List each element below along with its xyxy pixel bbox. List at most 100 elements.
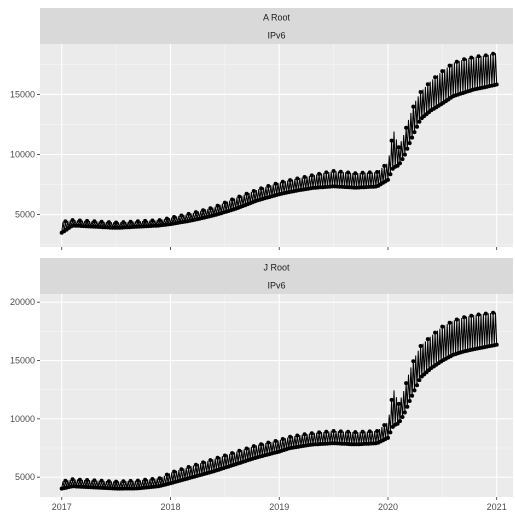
data-point: [259, 186, 264, 191]
data-point: [494, 342, 499, 347]
data-point: [77, 218, 82, 223]
data-point: [244, 446, 249, 451]
data-point: [222, 453, 227, 458]
data-point: [476, 54, 481, 59]
y-tick-label: 10000: [10, 414, 35, 424]
data-point: [302, 175, 307, 179]
strip-top-label: J Root: [263, 263, 290, 273]
data-point: [201, 460, 206, 465]
data-point: [244, 191, 249, 196]
data-point: [106, 479, 111, 484]
data-point: [389, 397, 394, 402]
strip-top-background: [40, 258, 513, 276]
data-point: [70, 477, 75, 482]
data-point: [469, 55, 474, 60]
data-point: [331, 429, 336, 433]
data-point: [388, 172, 393, 177]
data-point: [164, 472, 169, 477]
data-point: [353, 430, 358, 435]
data-point: [106, 220, 111, 225]
data-point: [395, 163, 400, 168]
data-point: [295, 433, 300, 438]
data-point: [398, 161, 402, 166]
data-point: [157, 218, 162, 223]
data-point: [367, 429, 372, 434]
data-point: [395, 421, 400, 426]
data-point: [418, 90, 423, 94]
strip-top-background: [40, 8, 513, 26]
data-point: [375, 429, 380, 433]
x-axis: [61, 247, 498, 250]
data-point: [186, 211, 191, 216]
data-point: [179, 213, 184, 218]
data-point: [63, 478, 68, 483]
data-point: [309, 173, 314, 178]
data-point: [331, 169, 336, 173]
data-point: [407, 141, 412, 146]
y-tick-label: 15000: [10, 356, 35, 366]
data-point: [288, 434, 293, 439]
x-tick-label: 2021: [487, 502, 507, 512]
data-point: [447, 63, 452, 68]
data-point: [411, 104, 416, 109]
data-point: [410, 393, 415, 398]
data-point: [405, 404, 410, 409]
data-point: [447, 320, 452, 325]
data-point: [462, 57, 467, 62]
data-point: [201, 208, 206, 213]
data-point: [367, 170, 372, 175]
data-point: [462, 315, 467, 320]
x-axis: 2017 2018 2019 2020 2021: [52, 497, 507, 512]
data-point: [230, 451, 235, 456]
x-tick-label: 2017: [52, 502, 72, 512]
data-point: [324, 429, 329, 434]
data-point: [382, 163, 387, 168]
data-point: [483, 53, 488, 58]
data-point: [259, 442, 264, 447]
data-point: [128, 478, 133, 483]
data-point: [415, 124, 419, 129]
data-point: [353, 171, 358, 176]
y-axis: 5000 10000 15000 20000: [10, 297, 40, 482]
strip-bottom-label: IPv6: [267, 281, 285, 291]
data-point: [215, 455, 220, 460]
y-axis: 5000 10000 15000: [10, 89, 40, 220]
data-point: [398, 419, 402, 424]
data-point: [386, 177, 390, 182]
plot-background: [40, 294, 513, 497]
data-point: [494, 82, 499, 87]
data-point: [360, 429, 365, 434]
y-tick-label: 5000: [15, 210, 35, 220]
strip-bottom-background: [40, 26, 513, 44]
data-point: [92, 478, 97, 483]
data-point: [164, 216, 169, 221]
data-point: [483, 311, 488, 316]
data-point: [440, 324, 445, 329]
data-point: [317, 430, 322, 435]
data-point: [404, 125, 409, 130]
data-marks: [59, 310, 499, 491]
data-point: [295, 176, 300, 181]
data-point: [208, 206, 213, 211]
x-tick-label: 2018: [160, 502, 180, 512]
data-point: [425, 82, 430, 87]
data-point: [273, 181, 278, 186]
data-point: [77, 477, 82, 482]
data-point: [280, 179, 285, 184]
data-point: [412, 388, 417, 393]
data-point: [280, 437, 285, 441]
data-point: [476, 312, 481, 317]
data-point: [417, 119, 422, 124]
x-tick-label: 2019: [269, 502, 289, 512]
strip-top-label: A Root: [263, 13, 291, 23]
data-point: [92, 219, 97, 224]
data-point: [150, 218, 155, 223]
panel-j-root: J Root IPv6 5000 10000 15000 20000 2017 2018…: [10, 258, 513, 512]
data-point: [418, 344, 423, 348]
data-point: [135, 219, 140, 224]
data-point: [440, 69, 445, 74]
data-point: [346, 429, 351, 434]
data-point: [237, 448, 242, 453]
data-point: [360, 170, 365, 175]
